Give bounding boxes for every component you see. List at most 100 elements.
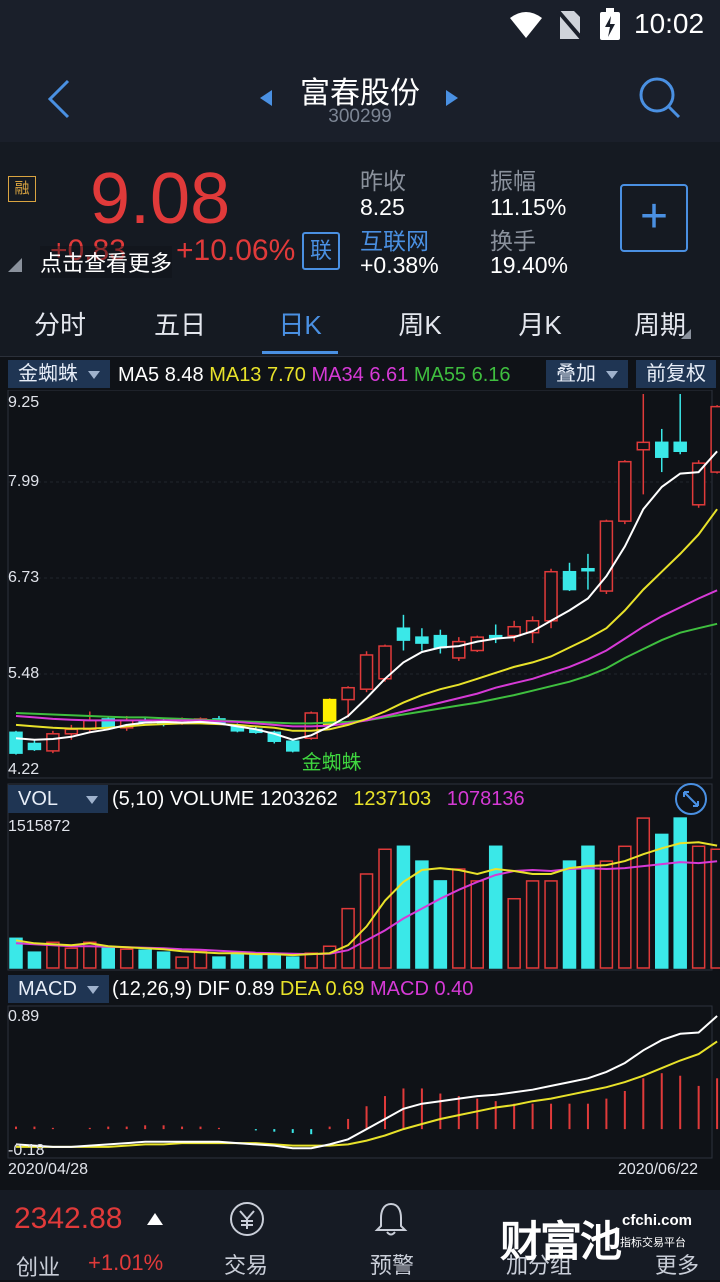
- volume-bar: [378, 848, 392, 969]
- volume-bar: [138, 949, 152, 969]
- overlay-select[interactable]: 叠加: [546, 360, 628, 388]
- volume-bar: [636, 817, 651, 969]
- prev-stock-icon[interactable]: [258, 88, 274, 108]
- volume-bar: [488, 845, 503, 969]
- candle-body: [562, 570, 577, 591]
- tab-five-day[interactable]: 五日: [153, 310, 206, 340]
- candle-body: [359, 654, 374, 690]
- volume-bar: [562, 860, 577, 969]
- up-arrow-icon: [147, 1213, 163, 1225]
- volume-bar: [525, 880, 540, 969]
- candle-body: [433, 634, 448, 649]
- stock-code: 300299: [328, 106, 392, 127]
- volume-axis-max: 1515872: [8, 818, 71, 835]
- top-nav: 富春股份 300299: [0, 50, 720, 142]
- volume-bar: [599, 860, 614, 969]
- volume-bar: [156, 951, 171, 969]
- corner-triangle-icon: [8, 258, 22, 272]
- price-adjust-button[interactable]: 前复权: [636, 360, 716, 388]
- main-indicator-select[interactable]: 金蜘蛛: [8, 360, 110, 388]
- candle-body: [415, 636, 429, 644]
- candle-body: [396, 627, 411, 641]
- fullscreen-icon[interactable]: [674, 782, 708, 816]
- ma13-value: 7.70: [267, 364, 306, 386]
- volume-bar: [673, 817, 687, 969]
- macd-params: (12,26,9): [112, 978, 193, 1000]
- volume-bar: [64, 947, 79, 969]
- back-icon[interactable]: [44, 78, 74, 120]
- linked-badge[interactable]: 联: [302, 232, 340, 270]
- volume-bar: [710, 848, 720, 969]
- search-icon[interactable]: [636, 74, 682, 120]
- status-bar: 10:02: [0, 0, 720, 50]
- volume-bar: [507, 897, 521, 969]
- candle-body: [673, 441, 687, 453]
- stock-name: 富春股份: [300, 77, 420, 110]
- volume-bar: [655, 833, 669, 969]
- candlestick-series: [9, 394, 720, 755]
- gold-spider-signal: 金蜘蛛: [302, 751, 362, 774]
- chevron-down-icon: [88, 370, 100, 379]
- dea-value: 0.69: [325, 978, 365, 1000]
- status-time: 10:02: [634, 8, 705, 39]
- volume-bar: [415, 860, 429, 969]
- candle-body: [9, 731, 23, 754]
- tab-intraday[interactable]: 分时: [33, 310, 86, 340]
- dif-value: 0.89: [235, 978, 275, 1000]
- moving-average-lines: [15, 450, 718, 741]
- view-more-tooltip[interactable]: 点击查看更多: [40, 246, 173, 278]
- volume-bar: [119, 948, 134, 969]
- chart-grid: [7, 390, 713, 1159]
- volume-indicator-select[interactable]: VOL: [8, 785, 109, 813]
- next-stock-icon[interactable]: [444, 88, 460, 108]
- price-axis-label: 4.22: [8, 761, 40, 778]
- add-group-button[interactable]: 加分组: [505, 1253, 572, 1278]
- candle-body: [581, 567, 595, 572]
- price-axis-label: 7.99: [8, 473, 40, 490]
- candle-body: [544, 570, 558, 622]
- trade-button[interactable]: 交易: [223, 1253, 268, 1278]
- add-watchlist-button[interactable]: +: [620, 184, 688, 252]
- macd-value: 0.40: [434, 978, 474, 1000]
- volume-params: (5,10): [112, 788, 165, 810]
- tab-period[interactable]: 周期: [633, 310, 686, 340]
- sim-no-signal-icon: [556, 9, 582, 41]
- volume-legend: (5,10) VOLUME 1203262 1237103 1078136: [112, 788, 525, 811]
- volume-indicator-label: VOL: [18, 788, 59, 810]
- more-button[interactable]: 更多: [654, 1253, 699, 1278]
- alert-button[interactable]: 预警: [369, 1253, 414, 1278]
- volume-bar: [396, 845, 411, 969]
- price-axis-label: 6.73: [8, 569, 40, 586]
- volume-bar: [433, 880, 448, 969]
- volume-bar: [46, 941, 60, 969]
- sector-change: +0.38%: [360, 252, 439, 278]
- candle-body: [341, 686, 355, 701]
- ma55-label: MA55: [413, 364, 467, 386]
- volume-bar: [9, 937, 23, 969]
- chevron-down-icon: [606, 370, 618, 379]
- volume-bar: [359, 873, 374, 969]
- tab-weekly-k[interactable]: 周K: [398, 310, 442, 340]
- tab-daily-k[interactable]: 日K: [240, 294, 360, 356]
- tab-monthly-k[interactable]: 月K: [518, 310, 562, 340]
- kline-chart[interactable]: 金蜘蛛: [0, 390, 720, 1190]
- bottom-bar: 2342.88 创业 +1.01% 交易 预警 加分组 更多 财富池 cfchi…: [0, 1190, 720, 1280]
- volume-bar: [322, 945, 337, 969]
- candle-body: [710, 405, 720, 473]
- sector-link[interactable]: 互联网: [360, 228, 429, 254]
- macd-axis-max: 0.89: [8, 1008, 40, 1025]
- price-change: +0.83: [50, 234, 126, 267]
- price-axis-label: 9.25: [8, 394, 40, 411]
- candle-body: [46, 733, 60, 752]
- volume-bar: [470, 880, 484, 969]
- volume-bar: [212, 956, 226, 969]
- panel-border: [7, 390, 713, 779]
- volume-bar: [175, 956, 189, 969]
- ma-legend: MA5 8.48 MA13 7.70 MA34 6.61 MA55 6.16: [118, 364, 511, 387]
- index-value[interactable]: 2342.88: [14, 1202, 123, 1235]
- ma13-label: MA13: [209, 364, 262, 386]
- macd-indicator-select[interactable]: MACD: [8, 975, 109, 1003]
- chevron-down-icon: [86, 795, 99, 804]
- ma13-line: [15, 508, 718, 732]
- volume-label: VOLUME: [169, 788, 255, 810]
